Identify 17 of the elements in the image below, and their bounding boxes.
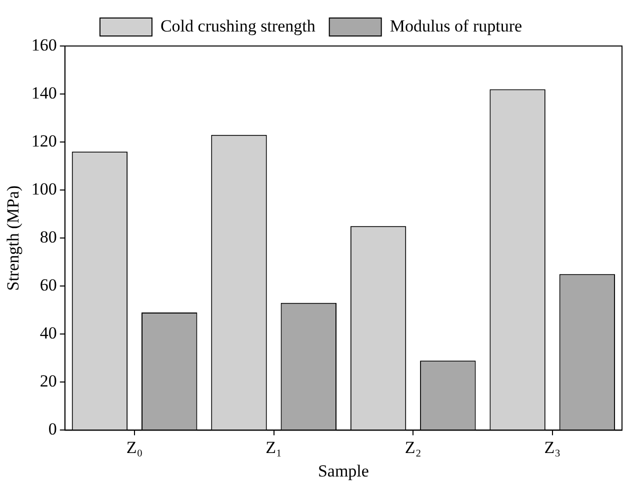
- legend-label: Modulus of rupture: [390, 16, 522, 36]
- y-tick-label: 100: [31, 180, 57, 199]
- y-tick-label: 20: [40, 372, 57, 391]
- x-tick-label: Z₃: [544, 438, 561, 457]
- x-tick-label: Z₂: [404, 438, 422, 457]
- y-tick-label: 60: [40, 276, 57, 295]
- y-axis-title: Strength (MPa): [4, 185, 23, 291]
- y-tick-label: 0: [48, 420, 57, 439]
- x-tick-label: Z₁: [266, 438, 282, 457]
- legend-label: Cold crushing strength: [160, 16, 316, 36]
- x-tick-label: Z₀: [126, 438, 143, 457]
- y-tick-label: 40: [40, 324, 57, 343]
- y-tick-label: 80: [40, 228, 57, 247]
- y-tick-label: 140: [31, 83, 57, 102]
- y-tick-label: 160: [31, 35, 57, 54]
- x-axis-title: Sample: [318, 461, 369, 480]
- y-tick-label: 120: [31, 132, 57, 151]
